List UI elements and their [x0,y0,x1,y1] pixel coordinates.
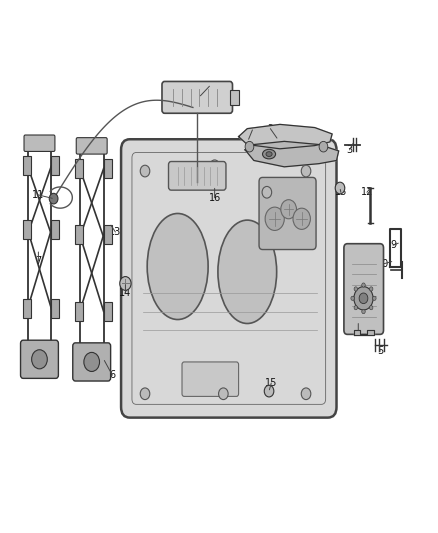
Bar [51,156,59,175]
Text: 13: 13 [110,227,121,237]
FancyBboxPatch shape [344,244,384,334]
Bar [104,225,112,244]
Circle shape [265,207,284,230]
Text: 9: 9 [390,240,396,251]
Text: 6: 6 [110,370,116,380]
Circle shape [210,160,219,172]
Text: 14: 14 [119,288,131,298]
Bar [23,300,31,318]
Circle shape [335,182,345,194]
Text: 16: 16 [208,192,221,203]
FancyBboxPatch shape [259,177,316,249]
Circle shape [354,287,357,291]
Circle shape [262,187,272,198]
Bar [75,225,83,244]
FancyBboxPatch shape [24,135,55,151]
Circle shape [245,141,254,152]
Text: 12: 12 [361,187,373,197]
Ellipse shape [262,149,276,159]
Circle shape [140,165,150,177]
Text: 3: 3 [346,145,353,155]
Bar [75,159,83,178]
Circle shape [301,165,311,177]
Circle shape [369,305,373,310]
Circle shape [354,287,373,310]
Text: 1: 1 [246,134,252,144]
FancyBboxPatch shape [169,161,226,190]
Text: 10: 10 [378,259,390,269]
Polygon shape [354,330,374,335]
Circle shape [359,293,368,304]
Bar [104,159,112,178]
Circle shape [49,193,58,204]
Circle shape [120,277,131,290]
Circle shape [301,388,311,400]
FancyBboxPatch shape [76,138,107,154]
Text: 15: 15 [335,187,347,197]
Circle shape [293,208,311,229]
Circle shape [362,310,365,314]
Circle shape [32,350,47,369]
FancyBboxPatch shape [21,340,58,378]
FancyBboxPatch shape [162,82,233,114]
Circle shape [281,200,297,219]
FancyBboxPatch shape [182,362,239,397]
FancyBboxPatch shape [73,343,111,381]
Ellipse shape [147,214,208,319]
Circle shape [362,283,365,287]
Circle shape [84,352,99,372]
Text: 5: 5 [377,346,383,357]
Bar [23,156,31,175]
Text: 11: 11 [32,190,45,200]
Bar [104,302,112,321]
Polygon shape [245,141,339,167]
Text: 18: 18 [203,81,215,91]
Circle shape [140,388,150,400]
Text: 7: 7 [35,256,42,266]
Text: 4: 4 [355,325,361,335]
Text: 15: 15 [265,378,277,388]
Polygon shape [239,124,332,149]
Bar [51,220,59,239]
Bar [51,300,59,318]
Circle shape [373,296,376,301]
Circle shape [369,287,373,291]
Circle shape [354,305,357,310]
Circle shape [319,141,328,152]
Bar [230,90,239,105]
Circle shape [351,296,354,301]
Bar [75,302,83,321]
Ellipse shape [218,220,277,324]
Text: 2: 2 [267,124,273,134]
Bar [23,220,31,239]
FancyBboxPatch shape [121,139,336,418]
Ellipse shape [266,152,272,157]
Circle shape [264,385,274,397]
Circle shape [219,388,228,400]
